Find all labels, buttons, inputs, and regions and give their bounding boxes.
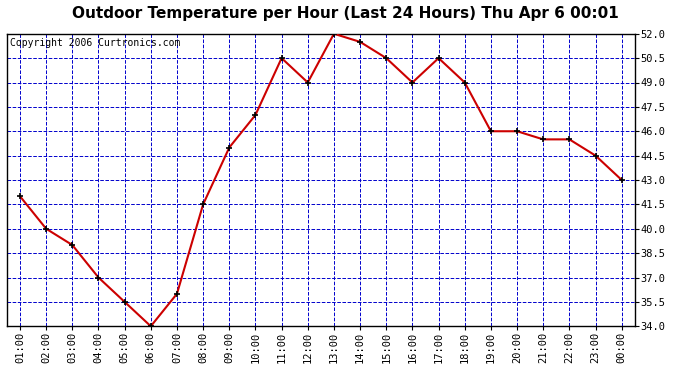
- Text: Copyright 2006 Curtronics.com: Copyright 2006 Curtronics.com: [10, 38, 180, 48]
- Text: Outdoor Temperature per Hour (Last 24 Hours) Thu Apr 6 00:01: Outdoor Temperature per Hour (Last 24 Ho…: [72, 6, 618, 21]
